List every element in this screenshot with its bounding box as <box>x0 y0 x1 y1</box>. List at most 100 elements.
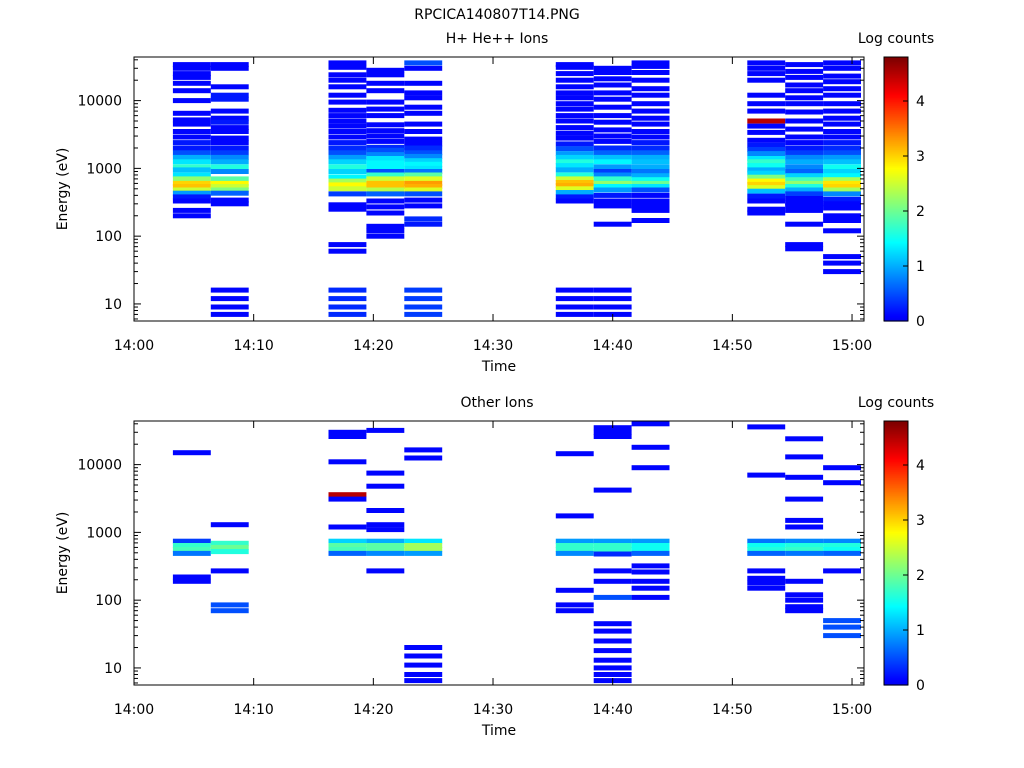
x-axis-label: Time <box>481 359 516 375</box>
colorbar-segment <box>884 525 908 528</box>
colorbar-segment <box>884 287 908 290</box>
colorbar-segment <box>884 81 908 84</box>
spectrogram-cell <box>555 125 594 131</box>
spectrogram-cell <box>785 242 824 248</box>
spectrogram-cell <box>328 92 367 98</box>
spectrogram-cell <box>785 550 824 556</box>
colorbar-segment <box>884 281 908 284</box>
colorbar-segment <box>884 279 908 282</box>
spectrogram-cell <box>172 550 211 556</box>
spectrogram-cell <box>172 62 211 68</box>
colorbar-segment <box>884 111 908 114</box>
spectrogram-cell <box>404 153 443 159</box>
x-tick-label: 14:20 <box>353 338 393 354</box>
spectrogram-cell <box>631 145 670 151</box>
colorbar-segment <box>884 425 908 428</box>
colorbar-segment <box>884 65 908 68</box>
spectrogram-cell <box>366 169 405 174</box>
colorbar-segment <box>884 123 908 126</box>
spectrogram-cell <box>593 203 632 209</box>
spectrogram-cell <box>404 95 443 101</box>
spectrogram-cell <box>631 92 670 98</box>
spectrogram-cell <box>404 172 443 178</box>
spectrogram-cell <box>172 154 211 160</box>
spectrogram-cell <box>172 213 211 219</box>
spectrogram-cell <box>172 190 211 196</box>
colorbar-segment <box>884 269 908 272</box>
colorbar-tick-label: 2 <box>916 204 925 220</box>
colorbar-segment <box>884 535 908 538</box>
spectrogram-cell <box>823 538 861 544</box>
spectrogram-cell <box>172 80 211 86</box>
spectrogram-cell <box>328 159 367 165</box>
y-tick-label: 100 <box>95 593 122 609</box>
spectrogram-cell <box>631 164 670 170</box>
spectrogram-cell <box>631 150 670 156</box>
colorbar-segment <box>884 539 908 542</box>
colorbar-segment <box>884 225 908 228</box>
spectrogram-cell <box>366 184 405 189</box>
colorbar-segment <box>884 449 908 452</box>
spectrogram-cell <box>747 185 786 191</box>
spectrogram-cell <box>631 173 670 179</box>
spectrogram-cell <box>328 107 367 113</box>
colorbar-segment <box>884 163 908 166</box>
spectrogram-cell <box>366 527 405 533</box>
colorbar-segment <box>884 135 908 138</box>
spectrogram-cell <box>593 104 632 110</box>
spectrogram-cell <box>172 450 211 456</box>
colorbar-segment <box>884 573 908 576</box>
colorbar-segment <box>884 609 908 612</box>
spectrogram-cell <box>210 296 249 302</box>
colorbar-segment <box>884 131 908 134</box>
colorbar-segment <box>884 629 908 632</box>
spectrogram-cell <box>328 77 367 83</box>
spectrogram-cell <box>328 543 367 548</box>
spectrogram-cell <box>593 657 632 663</box>
colorbar-segment <box>884 421 908 424</box>
spectrogram-cell <box>404 311 443 317</box>
axis-ticks: 14:00 14:10 14:20 14:30 14:40 14:50 15:00 10 100… <box>77 421 872 718</box>
colorbar-segment <box>884 299 908 302</box>
colorbar-segment <box>884 673 908 676</box>
spectrogram-cell <box>366 547 405 552</box>
colorbar-segment <box>884 433 908 436</box>
spectrogram-cell <box>328 538 367 544</box>
spectrogram-cell <box>404 121 443 127</box>
colorbar-segment <box>884 109 908 112</box>
spectrogram-cell <box>172 145 211 151</box>
spectrogram-cell <box>593 648 632 654</box>
spectrogram-cell <box>631 187 670 193</box>
colorbar-segment <box>884 173 908 176</box>
spectrogram-cell <box>404 60 443 66</box>
spectrogram-cell <box>404 678 443 684</box>
colorbar-segment <box>884 565 908 568</box>
colorbar-tick-label: 1 <box>916 623 925 639</box>
spectrogram-cell <box>823 60 861 66</box>
spectrogram-cell <box>747 538 786 544</box>
spectrogram-cell <box>404 169 443 174</box>
spectrogram-cell <box>823 543 861 548</box>
colorbar-segment <box>884 195 908 198</box>
spectrogram-cell <box>823 121 861 127</box>
spectrogram-cell <box>593 172 632 178</box>
spectrogram-cell <box>210 84 249 90</box>
spectrogram-cell <box>823 129 861 134</box>
x-axis-label: Time <box>481 723 516 739</box>
colorbar-segment <box>884 551 908 554</box>
colorbar-segment <box>884 93 908 96</box>
spectrogram-cell <box>404 141 443 147</box>
colorbar-segment <box>884 239 908 242</box>
spectrogram-cell <box>823 177 861 183</box>
spectrogram-cell <box>823 568 861 574</box>
colorbar-segment <box>884 263 908 266</box>
spectrogram-cell <box>823 92 861 98</box>
spectrogram-cell <box>210 150 249 156</box>
spectrogram-cell <box>366 67 405 73</box>
spectrogram-cell <box>631 203 670 209</box>
spectrogram-cell <box>593 487 632 493</box>
spectrogram-cell <box>328 550 367 556</box>
colorbar-segment <box>884 435 908 438</box>
spectrogram-cell <box>210 540 249 546</box>
y-tick-label: 10000 <box>77 94 122 110</box>
